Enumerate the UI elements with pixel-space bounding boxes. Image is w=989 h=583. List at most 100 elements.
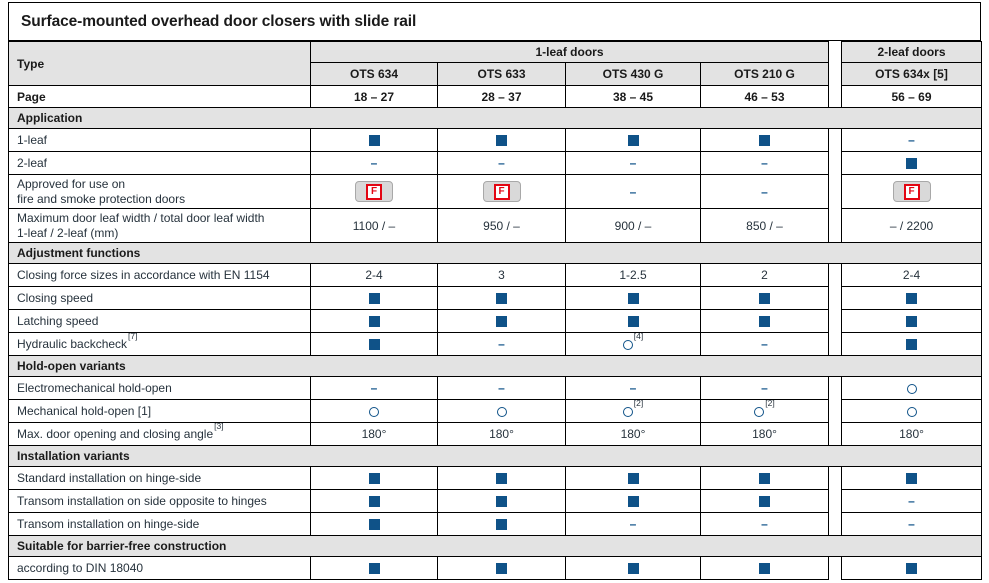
square-icon	[759, 135, 770, 147]
value-cell: [4]	[565, 332, 701, 356]
row-label: Max. door opening and closing angle[3]	[8, 422, 311, 446]
group-header-row: Type 1-leaf doors 2-leaf doors	[8, 41, 983, 86]
value-cell: [2]	[565, 399, 701, 423]
value-cell: –	[565, 512, 701, 536]
footnote-ref: [2]	[633, 399, 644, 408]
column-gap	[828, 422, 843, 446]
dash-icon: –	[370, 381, 378, 395]
row-label: according to DIN 18040	[8, 556, 311, 580]
value-cell: –	[437, 332, 566, 356]
page-row-label: Page	[8, 85, 311, 108]
square-icon	[368, 339, 380, 351]
value-cell	[699, 286, 830, 310]
column-header-ots-210-g: OTS 210 G	[699, 62, 830, 86]
value-cell: –	[841, 512, 983, 536]
square-icon	[368, 135, 380, 147]
row-label: Hydraulic backcheck[7]	[8, 332, 311, 356]
value-cell	[699, 128, 830, 152]
value-cell: –	[437, 376, 566, 400]
value-cell	[310, 399, 438, 423]
table-row: according to DIN 18040	[8, 556, 983, 580]
dash-icon: –	[908, 133, 915, 147]
value-cell	[437, 556, 566, 580]
value-cell: 180°	[565, 422, 701, 446]
model-header-row: OTS 634 OTS 633 OTS 430 G OTS 210 G OTS 634x…	[9, 62, 983, 86]
value-cell: F	[310, 174, 438, 209]
square-icon	[627, 563, 639, 575]
dash-icon: –	[761, 517, 768, 531]
dash-icon: –	[761, 184, 768, 199]
column-gap	[828, 41, 843, 63]
column-gap	[828, 512, 843, 536]
section-row: Hold-open variants	[7, 355, 983, 377]
row-label: Transom installation on hinge-side	[8, 512, 311, 536]
circle-icon	[496, 406, 507, 417]
title-box: Surface-mounted overhead door closers wi…	[8, 2, 981, 41]
table-row: Max. door opening and closing angle[3] 18…	[8, 422, 983, 446]
value-cell	[565, 128, 701, 152]
value-cell: –	[310, 151, 438, 175]
value-cell: 180°	[310, 422, 438, 446]
section-heading: Suitable for barrier-free construction	[7, 535, 983, 557]
column-header-ots-633: OTS 633	[437, 62, 566, 86]
column-gap	[828, 399, 843, 423]
column-gap	[828, 556, 843, 580]
dash-icon: –	[498, 381, 505, 395]
value-cell: –	[699, 512, 830, 536]
page-title: Surface-mounted overhead door closers wi…	[21, 12, 417, 30]
value-cell	[841, 151, 983, 175]
square-icon	[759, 473, 770, 485]
value-cell	[699, 489, 830, 513]
footnote-ref: [3]	[214, 422, 224, 431]
value-cell	[565, 556, 701, 580]
circle-icon	[622, 339, 633, 350]
value-cell	[437, 286, 566, 310]
dash-icon: –	[761, 156, 768, 170]
table-row: Approved for use on fire and smoke prote…	[8, 174, 983, 209]
page-range: 28 – 37	[437, 85, 566, 108]
value-cell: 180°	[437, 422, 566, 446]
square-icon	[368, 293, 380, 305]
footnote-ref: [2]	[765, 399, 775, 408]
value-cell	[565, 286, 701, 310]
dash-icon: –	[498, 337, 505, 351]
dash-icon: –	[370, 156, 378, 170]
dash-icon: –	[761, 381, 768, 395]
value-cell	[437, 309, 566, 333]
square-icon	[496, 496, 507, 508]
value-cell	[841, 309, 983, 333]
value-cell: –	[699, 376, 830, 400]
table-row: Closing force sizes in accordance with E…	[8, 263, 983, 287]
square-icon	[627, 473, 639, 485]
table-row: 2-leaf – – – –	[8, 151, 983, 175]
row-label: Approved for use on fire and smoke prote…	[8, 174, 311, 209]
value-cell: 900 / –	[565, 208, 701, 243]
value-cell: – / 2200	[841, 208, 983, 243]
row-label: 1-leaf	[8, 128, 311, 152]
value-cell	[699, 556, 830, 580]
circle-icon	[906, 406, 917, 417]
product-comparison-table: Type 1-leaf doors 2-leaf doors OTS 634 OT…	[7, 41, 983, 580]
section-heading: Adjustment functions	[7, 242, 983, 264]
value-cell: –	[699, 174, 830, 209]
dash-icon: –	[761, 337, 768, 351]
dash-icon: –	[498, 156, 505, 170]
dash-icon: –	[629, 156, 637, 170]
row-label: Closing force sizes in accordance with E…	[8, 263, 311, 287]
value-cell: –	[565, 151, 701, 175]
fire-letter: F	[903, 183, 920, 200]
square-icon	[906, 316, 918, 328]
row-label: Electromechanical hold-open	[8, 376, 311, 400]
page-range: 38 – 45	[565, 85, 701, 108]
square-icon	[759, 293, 770, 305]
value-cell	[437, 489, 566, 513]
value-cell: –	[841, 128, 983, 152]
value-cell	[437, 466, 566, 490]
square-icon	[759, 316, 770, 328]
value-cell: [2]	[699, 399, 830, 423]
section-row: Adjustment functions	[7, 242, 983, 264]
table-row: Latching speed	[8, 309, 983, 333]
value-cell: 180°	[699, 422, 830, 446]
square-icon	[496, 316, 507, 328]
column-header-ots-634x-5-: OTS 634x [5]	[841, 62, 983, 86]
